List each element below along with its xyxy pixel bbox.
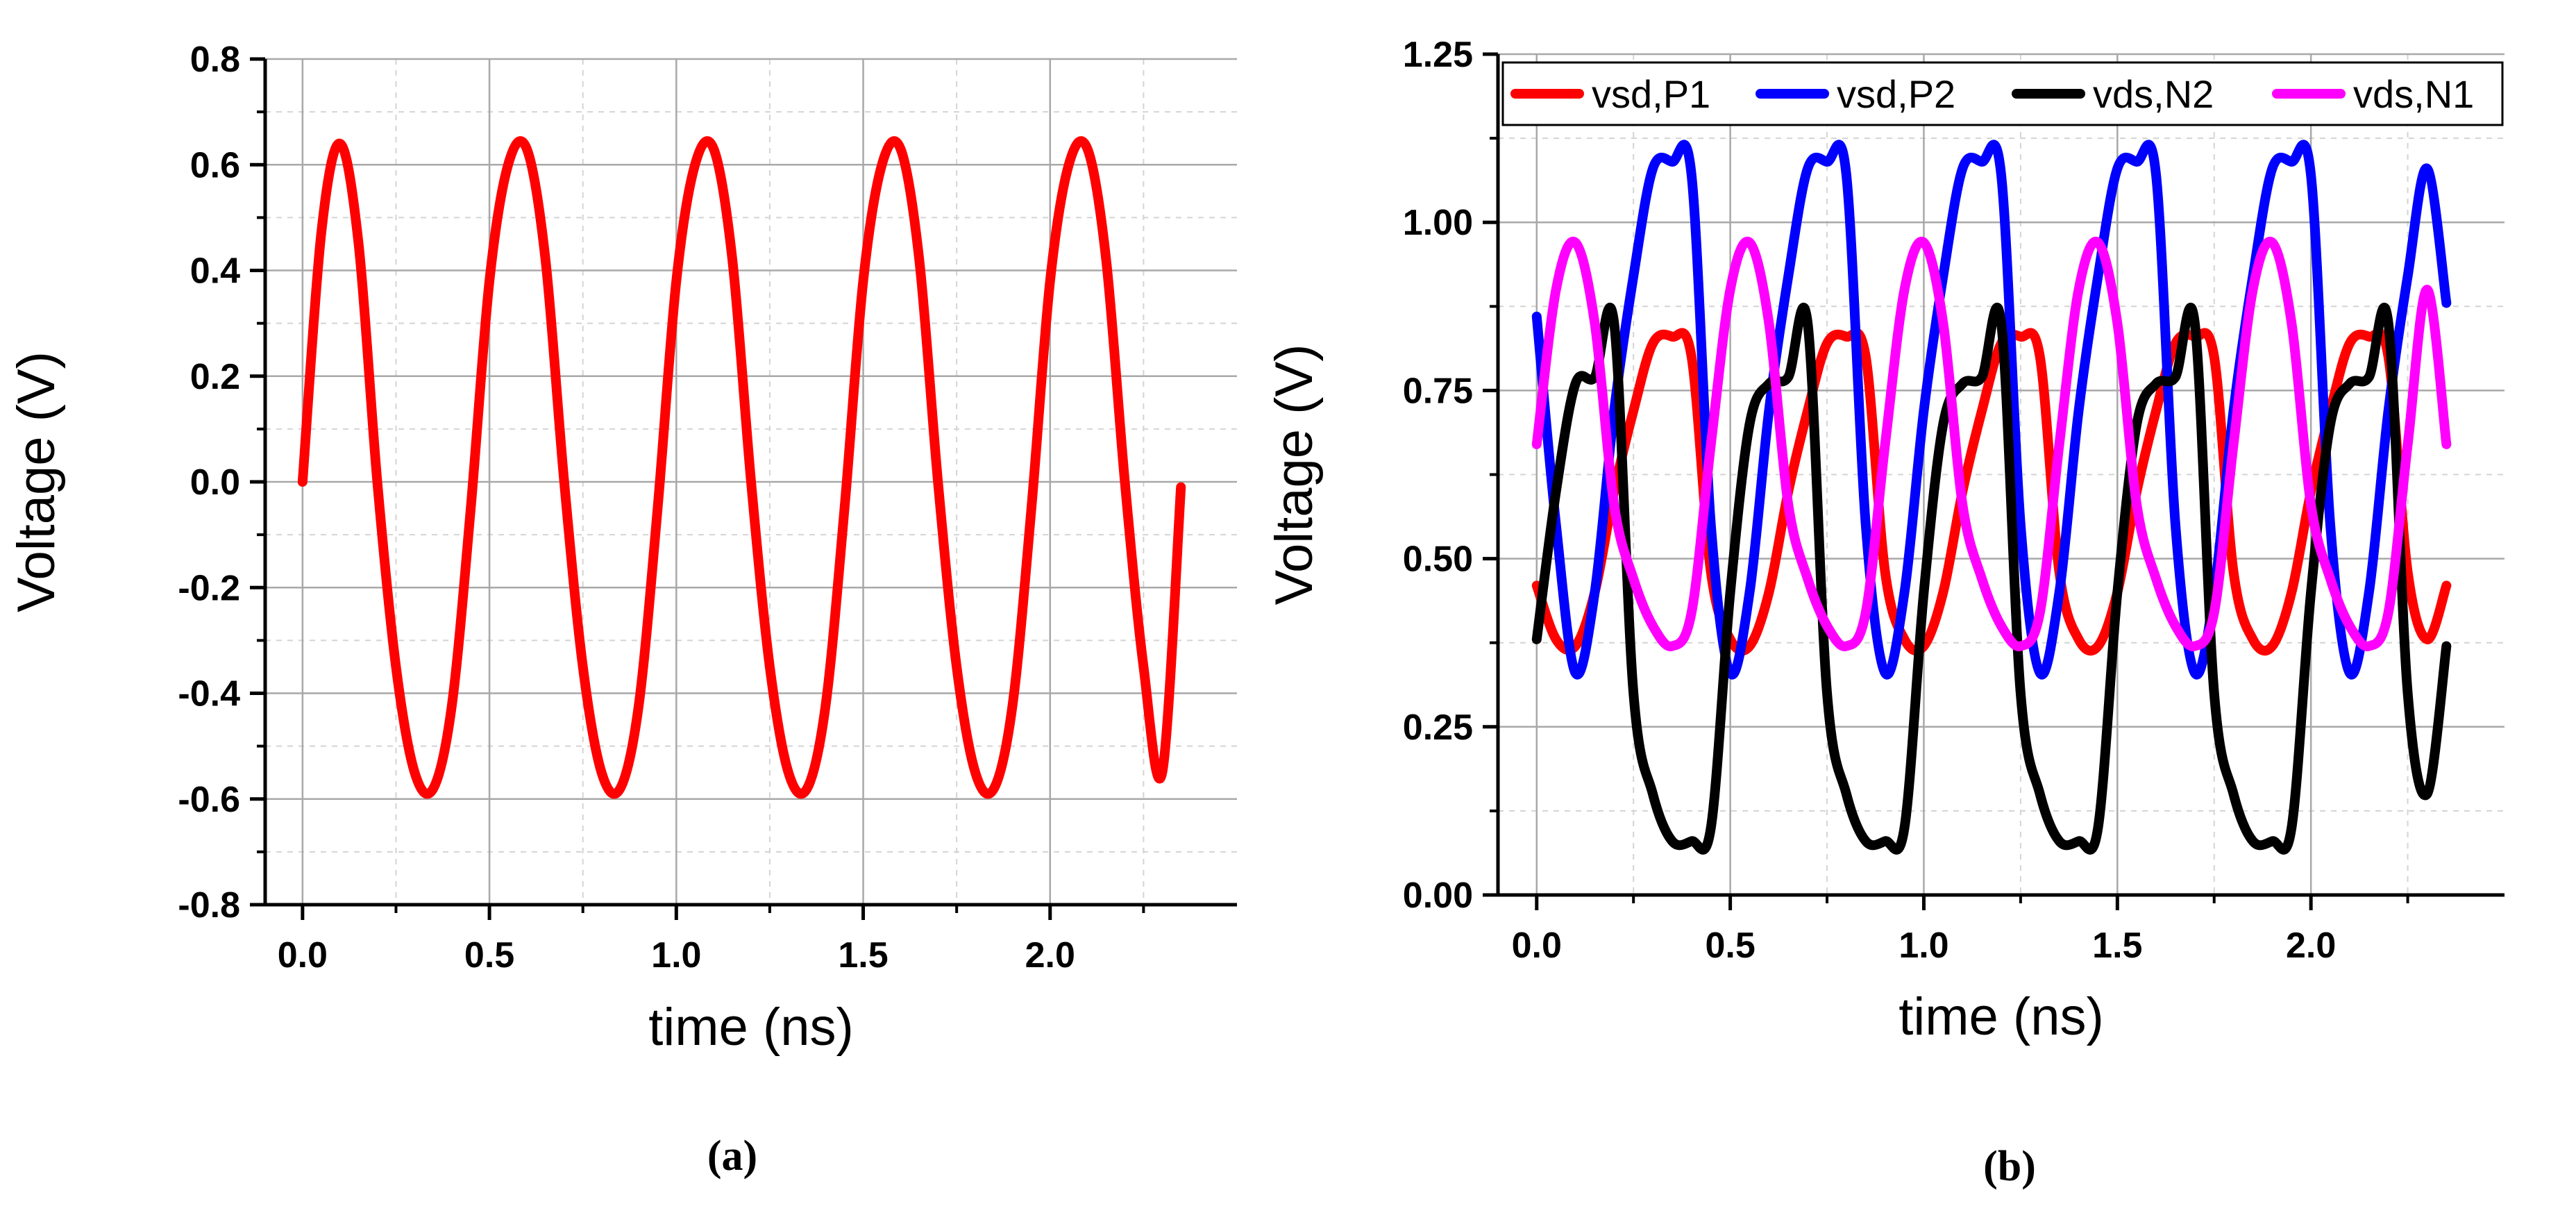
series-line-1 — [1531, 140, 2452, 680]
series-line-2 — [1531, 303, 2452, 855]
series-line-0 — [1531, 328, 2452, 656]
legend-label-0: vsd,P1 — [1592, 72, 1710, 116]
x-tick-label: 0.0 — [278, 935, 328, 976]
chart-panel-a: -0.8 -0.6 -0.4 -0.2 0.0 0.2 0.4 0.6 0.8 0.0 0.5 1.0… — [7, 40, 1237, 1057]
x-tick-label: 0.5 — [464, 935, 514, 976]
x-tick-label: 1.0 — [1899, 926, 1948, 966]
y-tick-label: 0.00 — [1403, 876, 1473, 916]
x-axis-title: time (ns) — [648, 998, 854, 1057]
series-line-3 — [1531, 236, 2452, 651]
y-tick-label: 0.4 — [190, 251, 240, 292]
y-tick-label: 1.25 — [1403, 35, 1473, 75]
x-tick-label: 2.0 — [2286, 926, 2336, 966]
y-axis-title: Voltage (V) — [7, 351, 66, 612]
x-tick-label: 2.0 — [1025, 935, 1075, 976]
y-tick-label: 0.8 — [190, 40, 240, 80]
x-tick-label: 1.5 — [2092, 926, 2142, 966]
x-tick-label: 1.5 — [838, 935, 888, 976]
x-tick-label: 0.0 — [1512, 926, 1562, 966]
y-tick-label: 0.6 — [190, 145, 240, 185]
y-tick-label: 0.2 — [190, 357, 240, 397]
legend-label-2: vds,N2 — [2093, 72, 2214, 116]
legend: vsd,P1 vsd,P2 vds,N2 vds,N1 — [1501, 61, 2504, 126]
y-tick-label: 0.50 — [1403, 539, 1473, 580]
x-axis-title: time (ns) — [1899, 987, 2104, 1046]
caption-b: (b) — [1983, 1143, 2036, 1190]
y-tick-label: -0.4 — [178, 674, 240, 714]
y-tick-label: -0.6 — [178, 780, 240, 820]
y-tick-label: 0.25 — [1403, 708, 1473, 748]
caption-a: (a) — [707, 1132, 757, 1180]
y-tick-label: 0.75 — [1403, 371, 1473, 411]
y-axis-title: Voltage (V) — [1265, 344, 1324, 605]
y-tick-label: -0.8 — [178, 885, 240, 926]
x-tick-label: 0.5 — [1705, 926, 1755, 966]
y-tick-label: 1.00 — [1403, 203, 1473, 243]
y-tick-label: -0.2 — [178, 568, 240, 608]
x-tick-label: 1.0 — [651, 935, 701, 976]
legend-label-1: vsd,P2 — [1837, 72, 1955, 116]
chart-panel-b: 0.00 0.25 0.50 0.75 1.00 1.25 0.0 0.5 1.0 1.5 2.0 V… — [1265, 35, 2505, 1046]
series-line-0 — [297, 136, 1186, 799]
legend-label-3: vds,N1 — [2353, 72, 2474, 116]
y-tick-label: 0.0 — [190, 462, 240, 503]
